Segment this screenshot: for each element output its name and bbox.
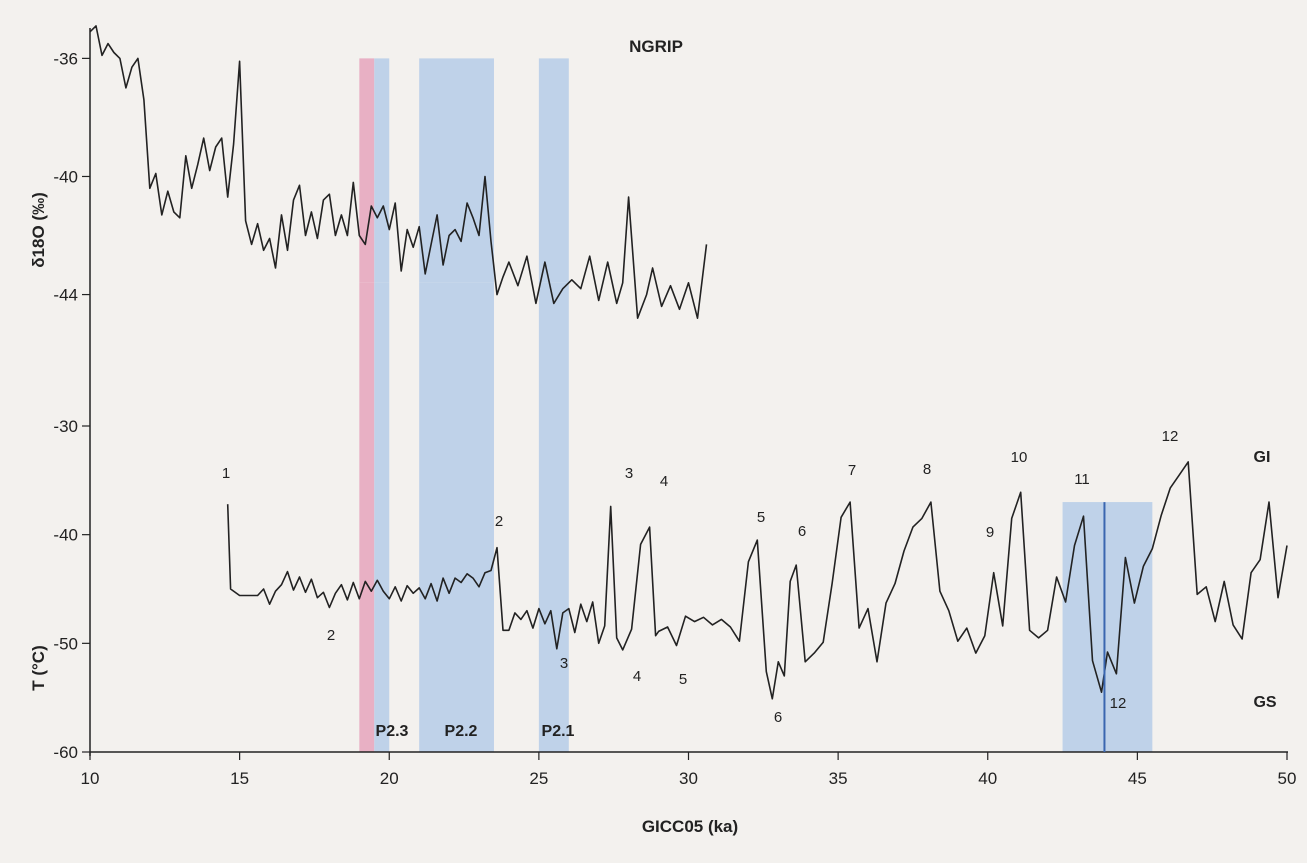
highlight-bands [359,58,1153,752]
interstadial-label: 10 [1011,449,1028,466]
x-tick-label: 25 [529,769,548,788]
lower-highlight-band [419,282,494,752]
x-tick-label: 50 [1278,769,1297,788]
interstadial-label: 3 [625,465,633,482]
y-tick-label: -36 [53,49,78,68]
gi-label: GI [1254,449,1271,466]
y-tick-label: -44 [53,286,78,305]
interstadial-label: 1 [222,465,230,482]
stadial-label: 5 [679,671,687,688]
band-label-p2-1: P2.1 [542,723,575,740]
interstadial-label: 11 [1074,471,1090,488]
lower-y-axis-title: T (°C) [29,645,48,691]
interstadial-label: 12 [1162,428,1179,445]
y-tick-label: -40 [53,526,78,545]
temperature-line [226,461,1288,700]
interstadial-label: 9 [986,524,994,541]
gs-label: GS [1253,694,1276,711]
y-tick-label: -60 [53,743,78,762]
interstadial-label: 8 [923,461,931,478]
x-tick-label: 15 [230,769,249,788]
interstadial-label: 6 [798,523,806,540]
ticks: 10 15 20 25 30 35 40 45 50-36-40-44-30-40-50-60 [53,49,1296,788]
interstadial-label: 4 [660,473,668,490]
band-label-p2-2: P2.2 [445,723,478,740]
y-tick-label: -50 [53,634,78,653]
ngrip-d18o-line [89,25,708,320]
lower-highlight-band [374,282,390,752]
band-label-p2-3: P2.3 [376,723,409,740]
stadial-label: 3 [560,655,568,672]
x-tick-label: 40 [978,769,997,788]
stadial-labels: 2 3 4 5 6 12 [327,627,1127,726]
interstadial-label: 5 [757,509,765,526]
x-tick-label: 30 [679,769,698,788]
stadial-label: 12 [1110,695,1127,712]
upper-highlight-band [359,58,375,283]
lower-highlight-band [1062,502,1153,752]
interstadial-labels: 1 2 3 4 5 6 7 8 9 10 11 12 [222,428,1179,541]
y-tick-label: -30 [53,417,78,436]
x-axis-title: GICC05 (ka) [642,817,738,836]
lower-highlight-band [359,282,375,752]
x-tick-label: 20 [380,769,399,788]
stadial-label: 2 [327,627,335,644]
stadial-label: 6 [774,709,782,726]
y-tick-label: -40 [53,167,78,186]
interstadial-label: 7 [848,462,856,479]
chart-title: NGRIP [629,37,683,56]
upper-highlight-band [538,58,569,283]
upper-highlight-band [374,58,390,283]
x-tick-label: 35 [829,769,848,788]
interstadial-label: 2 [495,513,503,530]
x-tick-label: 45 [1128,769,1147,788]
lower-highlight-band [538,282,569,752]
upper-y-axis-title: δ18O (‰) [29,192,48,268]
stadial-label: 4 [633,668,641,685]
x-tick-label: 10 [81,769,100,788]
series [89,25,1288,752]
